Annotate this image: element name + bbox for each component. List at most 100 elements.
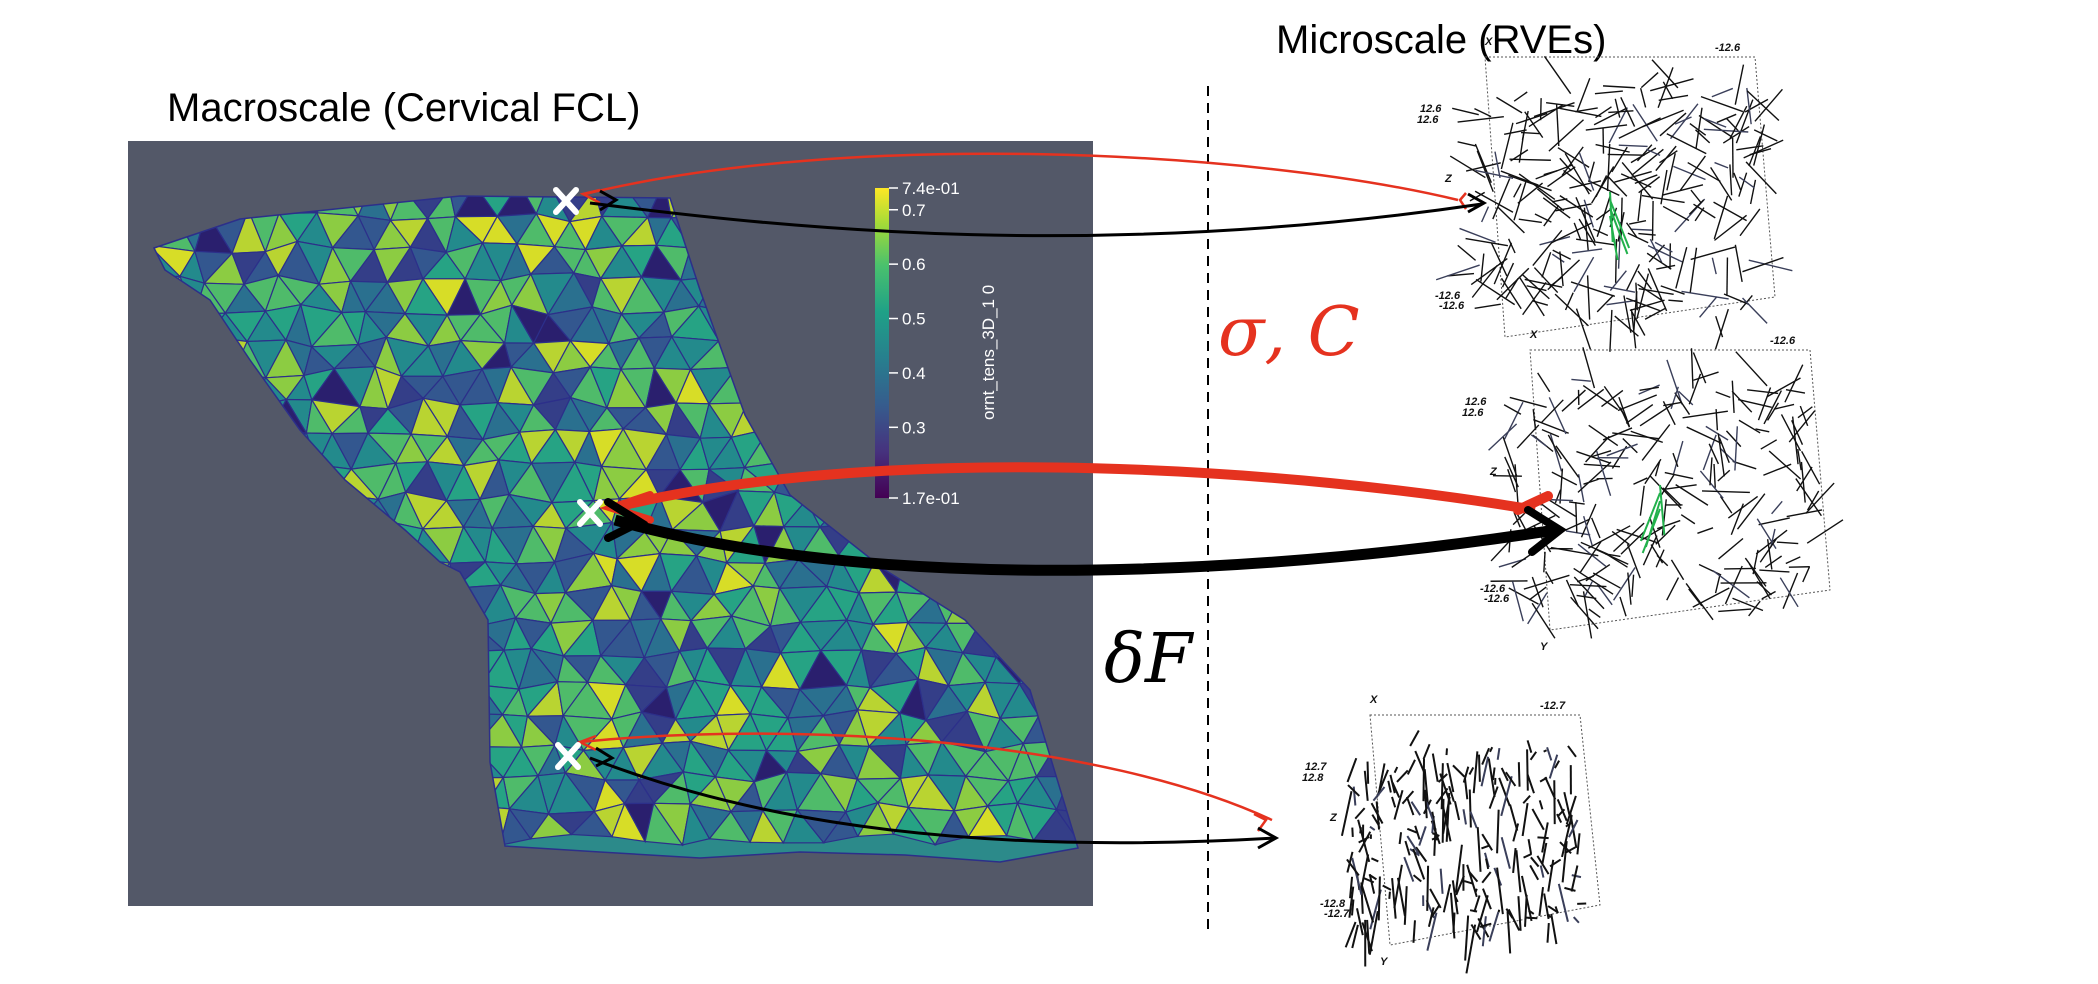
fiber bbox=[1725, 117, 1739, 132]
fiber bbox=[1666, 359, 1683, 405]
fiber-highlight bbox=[1609, 199, 1631, 249]
fiber bbox=[1368, 873, 1377, 881]
fiber bbox=[1595, 106, 1612, 119]
rve-axis-x: X bbox=[1529, 329, 1538, 341]
fiber bbox=[1703, 117, 1727, 128]
fiber bbox=[1542, 197, 1571, 219]
fiber bbox=[1526, 749, 1529, 791]
fiber bbox=[1625, 404, 1654, 424]
fiber bbox=[1796, 466, 1813, 492]
fiber bbox=[1465, 924, 1477, 974]
fiber bbox=[1636, 144, 1653, 162]
fiber bbox=[1531, 808, 1545, 831]
fiber bbox=[1503, 401, 1524, 440]
fiber bbox=[1744, 557, 1767, 587]
fiber bbox=[1670, 559, 1685, 581]
fiber bbox=[1711, 257, 1717, 275]
fiber bbox=[1469, 909, 1478, 913]
fiber bbox=[1641, 424, 1671, 461]
fiber bbox=[1565, 795, 1577, 825]
colorbar-tick-label: 0.3 bbox=[902, 418, 926, 437]
fiber bbox=[1457, 115, 1504, 123]
fiber bbox=[1748, 563, 1771, 599]
fiber bbox=[1550, 222, 1592, 244]
fiber bbox=[1621, 161, 1654, 200]
fiber bbox=[1575, 107, 1598, 113]
fiber bbox=[1534, 213, 1552, 223]
rve-axis-z: Z bbox=[1329, 812, 1338, 824]
fiber bbox=[1445, 792, 1451, 842]
fiber bbox=[1641, 527, 1663, 541]
fiber bbox=[1682, 410, 1728, 419]
fiber bbox=[1536, 188, 1565, 212]
fiber bbox=[1442, 806, 1452, 842]
fiber bbox=[1690, 189, 1702, 203]
stress-arrowhead-bottom bbox=[576, 734, 597, 752]
fiber bbox=[1608, 110, 1634, 114]
fiber bbox=[1718, 437, 1730, 464]
fiber bbox=[1658, 94, 1689, 102]
fiber bbox=[1715, 409, 1719, 431]
fiber bbox=[1591, 166, 1615, 204]
fiber bbox=[1349, 876, 1354, 899]
fiber bbox=[1680, 514, 1696, 525]
fiber bbox=[1738, 176, 1755, 189]
fiber bbox=[1766, 377, 1801, 398]
fiber bbox=[1612, 432, 1660, 440]
rve-axis-value: 12.8 bbox=[1302, 772, 1324, 784]
fiber bbox=[1627, 232, 1649, 244]
fiber bbox=[1344, 921, 1357, 948]
fiber bbox=[1572, 916, 1580, 924]
fiber bbox=[1500, 122, 1514, 170]
fiber bbox=[1734, 426, 1739, 471]
fiber bbox=[1475, 169, 1514, 179]
fiber bbox=[1425, 801, 1435, 821]
colorbar-tick-label: 0.5 bbox=[902, 310, 926, 329]
fiber bbox=[1582, 347, 1596, 389]
fiber bbox=[1563, 791, 1572, 818]
fiber bbox=[1474, 107, 1492, 118]
fiber bbox=[1735, 99, 1754, 144]
deformation-arrowhead-start-bottom bbox=[595, 746, 616, 768]
fiber bbox=[1780, 414, 1802, 452]
fiber bbox=[1551, 253, 1565, 263]
fiber bbox=[1791, 416, 1799, 465]
fiber bbox=[1626, 297, 1661, 312]
fiber bbox=[1575, 501, 1578, 533]
fiber bbox=[1556, 813, 1563, 824]
fiber bbox=[1583, 207, 1589, 252]
fiber bbox=[1639, 87, 1647, 108]
fiber bbox=[1662, 487, 1682, 506]
fiber bbox=[1527, 839, 1533, 855]
fiber bbox=[1462, 766, 1470, 783]
fiber bbox=[1551, 198, 1568, 203]
fiber bbox=[1802, 566, 1811, 583]
fiber bbox=[1685, 583, 1714, 621]
fiber bbox=[1488, 911, 1500, 942]
fiber bbox=[1476, 895, 1489, 933]
fiber bbox=[1567, 745, 1577, 758]
deformation-arrowhead-middle bbox=[1524, 506, 1567, 556]
fiber bbox=[1742, 297, 1768, 324]
fiber bbox=[1508, 587, 1539, 605]
fiber bbox=[1565, 821, 1573, 828]
fiber bbox=[1644, 307, 1666, 320]
fiber bbox=[1492, 178, 1511, 220]
fiber bbox=[1639, 402, 1675, 427]
gauss-point-top-icon bbox=[553, 187, 579, 215]
fiber bbox=[1570, 596, 1599, 630]
fiber bbox=[1654, 461, 1661, 477]
fiber bbox=[1585, 435, 1610, 463]
fiber bbox=[1806, 519, 1844, 544]
fiber bbox=[1660, 473, 1676, 496]
fiber bbox=[1647, 268, 1668, 312]
fiber bbox=[1550, 913, 1558, 945]
fiber bbox=[1632, 104, 1658, 142]
rve-axis-value: 12.6 bbox=[1417, 114, 1439, 126]
fiber bbox=[1613, 567, 1636, 601]
fiber bbox=[1576, 450, 1611, 464]
fiber bbox=[1368, 910, 1379, 955]
fiber bbox=[1496, 809, 1500, 854]
fiber bbox=[1576, 238, 1616, 246]
fiber bbox=[1799, 405, 1809, 427]
